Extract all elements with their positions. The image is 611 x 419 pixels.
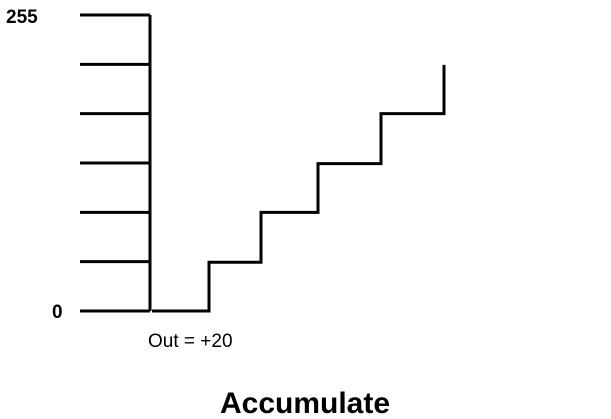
diagram-title: Accumulate — [220, 387, 390, 419]
scale-marks — [80, 13, 150, 313]
out-label: Out = +20 — [148, 331, 233, 352]
label-0: 0 — [52, 302, 63, 323]
staircase-line — [152, 64, 446, 313]
label-255: 255 — [6, 7, 38, 28]
